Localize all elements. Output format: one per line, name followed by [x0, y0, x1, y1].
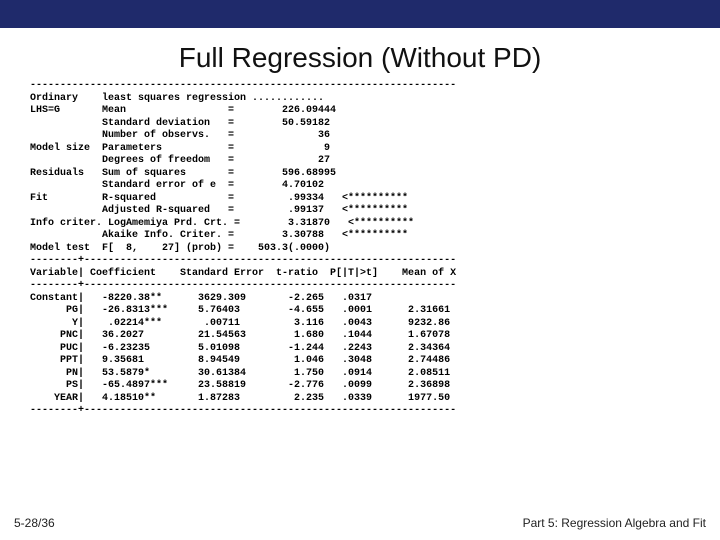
- table-row: PNC| 36.2027 21.54563 1.680 .1044 1.6707…: [30, 330, 450, 341]
- hr-sep: --------+-------------------------------…: [30, 255, 456, 266]
- table-row: PG| -26.8313*** 5.76403 -4.655 .0001 2.3…: [30, 305, 450, 316]
- model-line: Fit R-squared = .99334 <**********: [30, 193, 408, 204]
- model-line: LHS=G Mean = 226.09444: [30, 105, 336, 116]
- table-row: PUC| -6.23235 5.01098 -1.244 .2243 2.343…: [30, 343, 450, 354]
- model-line: Adjusted R-squared = .99137 <**********: [30, 205, 408, 216]
- table-row: PN| 53.5879* 30.61384 1.750 .0914 2.0851…: [30, 368, 450, 379]
- hr-sep: --------+-------------------------------…: [30, 405, 456, 416]
- table-row: Y| .02214*** .00711 3.116 .0043 9232.86: [30, 318, 450, 329]
- header-bar: [0, 0, 720, 28]
- model-line: Number of observs. = 36: [30, 130, 330, 141]
- table-header: Variable| Coefficient Standard Error t-r…: [30, 268, 456, 279]
- model-line: Residuals Sum of squares = 596.68995: [30, 168, 336, 179]
- table-row: PS| -65.4897*** 23.58819 -2.776 .0099 2.…: [30, 380, 450, 391]
- model-line: Model size Parameters = 9: [30, 143, 330, 154]
- hr-top: ----------------------------------------…: [30, 80, 456, 91]
- regression-output: ----------------------------------------…: [30, 80, 690, 418]
- model-line: Standard deviation = 50.59182: [30, 118, 330, 129]
- section-label: Part 5: Regression Algebra and Fit: [523, 516, 706, 530]
- table-row: YEAR| 4.18510** 1.87283 2.235 .0339 1977…: [30, 393, 450, 404]
- model-line: Model test F[ 8, 27] (prob) = 503.3(.000…: [30, 243, 330, 254]
- slide-number: 5-28/36: [14, 516, 55, 530]
- model-line: Degrees of freedom = 27: [30, 155, 330, 166]
- model-line: Info criter. LogAmemiya Prd. Crt. = 3.31…: [30, 218, 414, 229]
- model-line: Ordinary least squares regression ......…: [30, 93, 324, 104]
- slide-title: Full Regression (Without PD): [0, 42, 720, 74]
- model-line: Standard error of e = 4.70102: [30, 180, 324, 191]
- hr-sep: --------+-------------------------------…: [30, 280, 456, 291]
- table-row: Constant| -8220.38** 3629.309 -2.265 .03…: [30, 293, 372, 304]
- model-line: Akaike Info. Criter. = 3.30788 <********…: [30, 230, 408, 241]
- table-row: PPT| 9.35681 8.94549 1.046 .3048 2.74486: [30, 355, 450, 366]
